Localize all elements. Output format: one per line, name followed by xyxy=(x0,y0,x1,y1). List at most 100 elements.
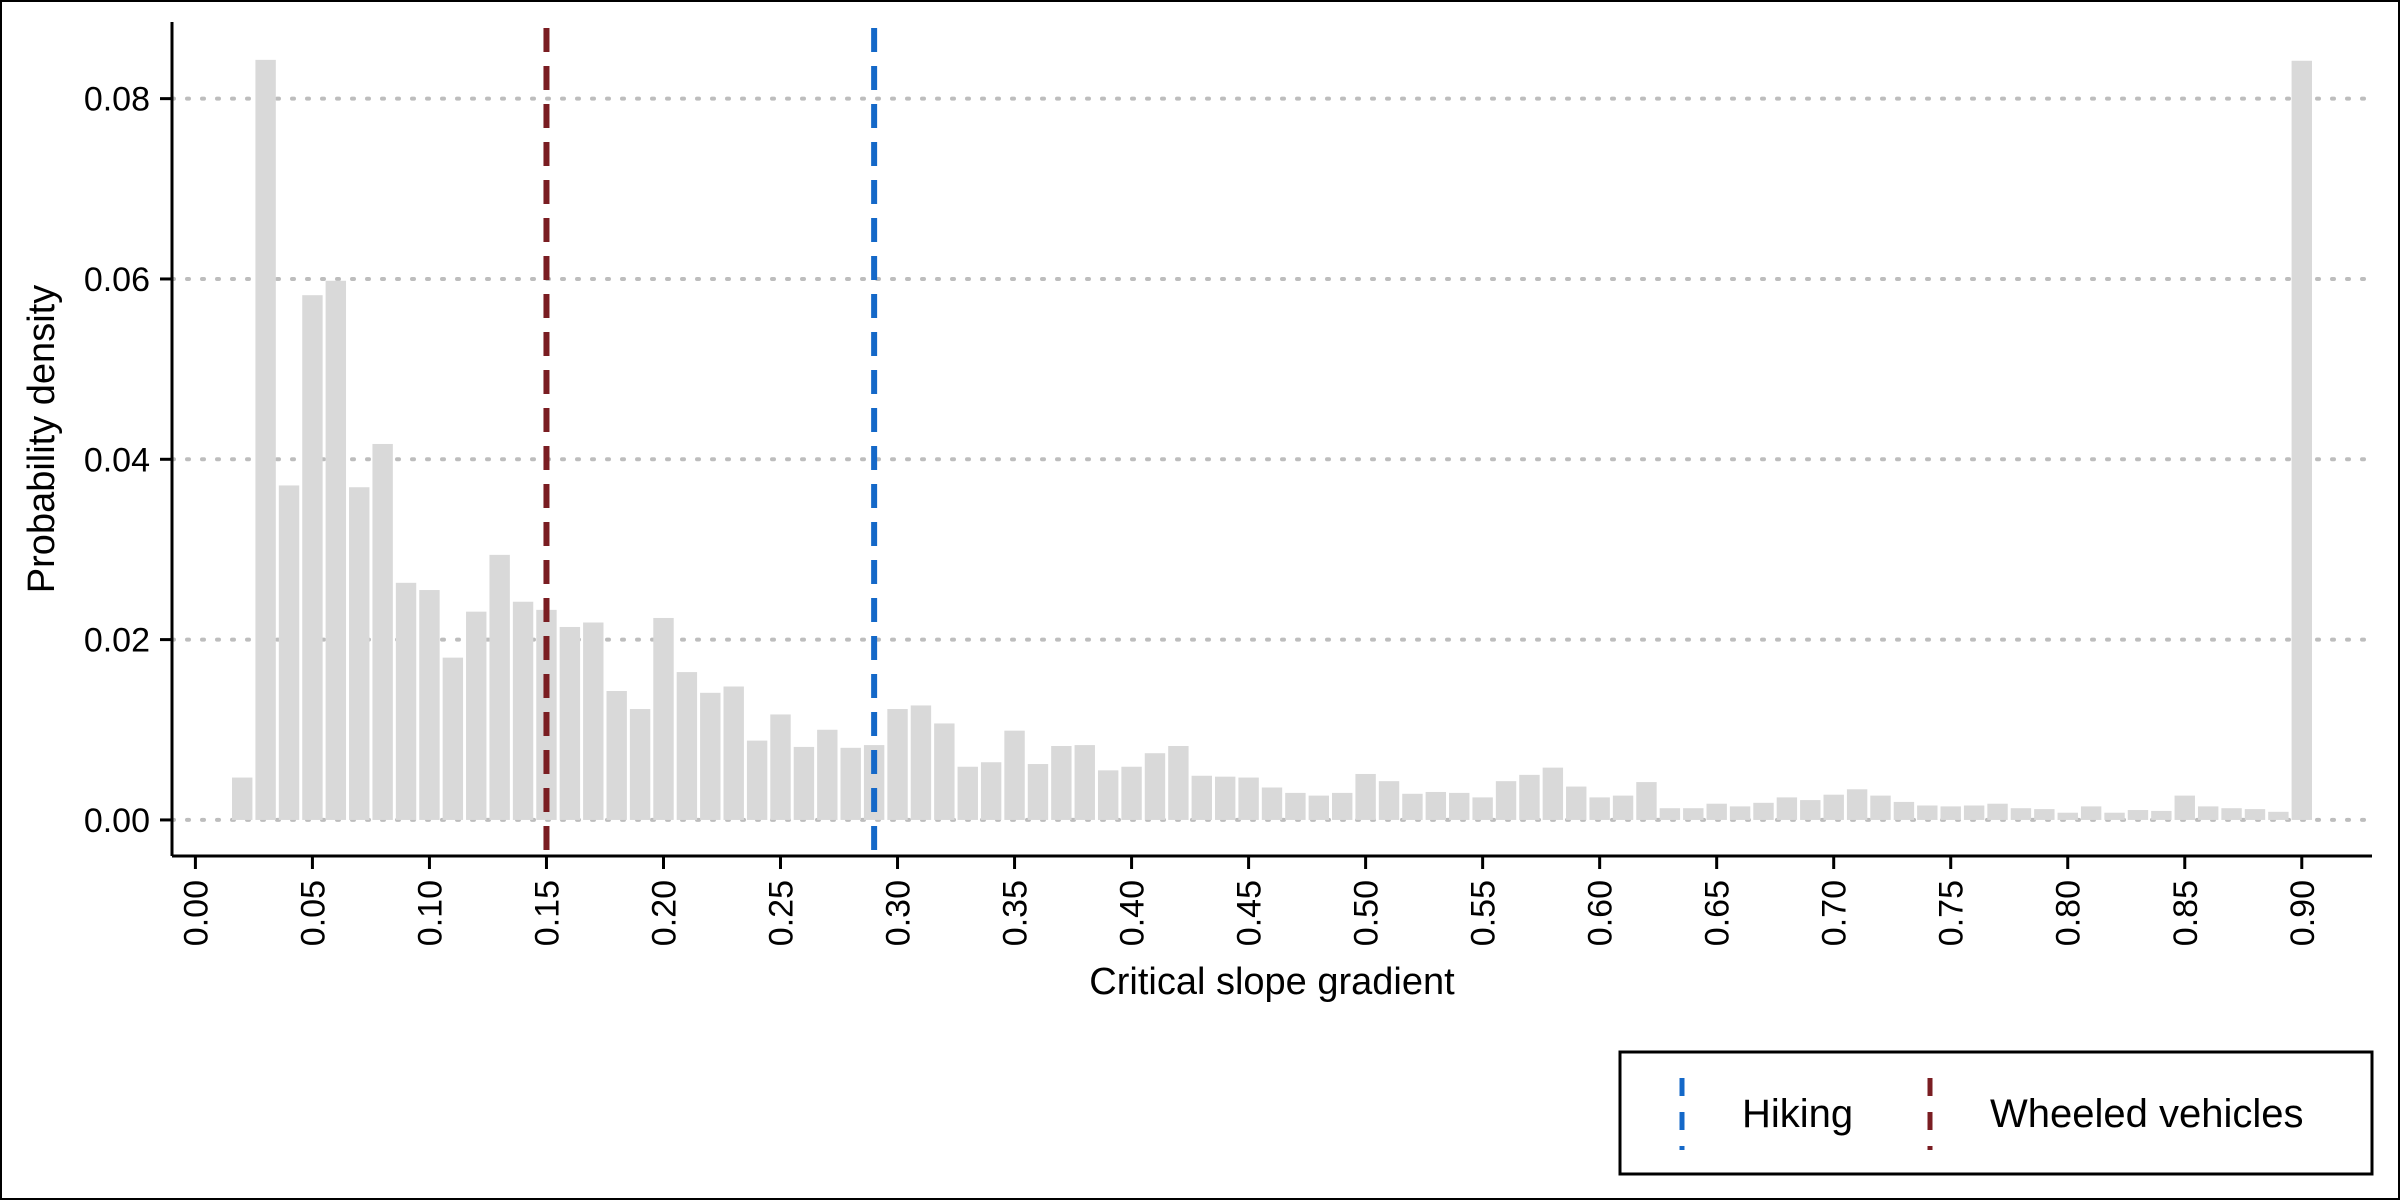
histogram-bar xyxy=(1495,781,1517,820)
histogram-bar xyxy=(1168,746,1189,820)
y-tick-label: 0.08 xyxy=(84,81,150,119)
histogram-bar xyxy=(1846,789,1868,820)
histogram-bar xyxy=(1051,746,1072,820)
histogram-bar xyxy=(278,485,300,820)
x-tick-label: 0.30 xyxy=(880,880,918,946)
x-tick-label: 0.10 xyxy=(411,880,449,946)
histogram-bar xyxy=(723,686,744,820)
legend-box xyxy=(1618,1050,2374,1176)
histogram-bar xyxy=(1566,786,1587,820)
x-tick-label: 0.55 xyxy=(1465,880,1503,946)
histogram-bar xyxy=(372,443,393,820)
histogram-bar xyxy=(1214,776,1236,820)
histogram-bar xyxy=(863,745,885,820)
histogram-bar xyxy=(957,766,978,820)
y-axis-title: Probability density xyxy=(21,285,63,593)
histogram-bar xyxy=(559,626,581,820)
histogram-bar xyxy=(2080,806,2102,820)
x-tick-label: 0.40 xyxy=(1114,880,1152,946)
histogram-bar xyxy=(2034,809,2055,820)
histogram-bar xyxy=(700,692,721,820)
histogram-bar xyxy=(606,691,627,820)
histogram-bar xyxy=(1542,767,1564,820)
histogram-bar xyxy=(1870,795,1891,820)
histogram-bar xyxy=(2268,811,2289,820)
legend: Hiking Wheeled vehicles xyxy=(1618,1050,2374,1176)
histogram-bar xyxy=(1753,802,1774,820)
x-tick-label: 0.65 xyxy=(1699,880,1737,946)
legend-label-hiking: Hiking xyxy=(1742,1092,1853,1136)
histogram-bar xyxy=(2010,808,2032,820)
histogram-bar xyxy=(1027,764,1049,820)
histogram-bar xyxy=(1332,792,1353,820)
histogram-bar xyxy=(466,611,487,820)
histogram-bar xyxy=(583,622,604,820)
histogram-bar xyxy=(1285,792,1306,820)
histogram-bar xyxy=(419,590,440,820)
reference-lines xyxy=(543,28,878,854)
y-tick-label: 0.02 xyxy=(84,622,150,660)
x-tick-label: 0.25 xyxy=(763,880,801,946)
bars xyxy=(232,59,2312,820)
histogram-bar xyxy=(2197,806,2219,820)
histogram-bar xyxy=(1659,808,1681,820)
histogram-bar xyxy=(512,601,534,820)
histogram-bar xyxy=(302,295,323,820)
histogram-bar xyxy=(2221,808,2242,820)
histogram-bar xyxy=(1191,775,1212,820)
x-tick-label: 0.85 xyxy=(2167,880,2205,946)
histogram-bar xyxy=(2151,810,2172,820)
histogram-bar xyxy=(1940,806,1961,820)
histogram-bar xyxy=(887,709,908,820)
histogram-bar xyxy=(817,729,838,820)
histogram-bar xyxy=(1472,797,1493,820)
histogram-bar xyxy=(1261,787,1283,820)
histogram-bar xyxy=(2104,812,2125,820)
histogram-bar xyxy=(1893,801,1915,820)
histogram-bar xyxy=(395,582,417,820)
histogram-bar xyxy=(1589,797,1610,820)
histogram-bar xyxy=(1800,800,1821,820)
histogram-bar xyxy=(232,777,253,820)
x-tick-label: 0.75 xyxy=(1933,880,1971,946)
histogram-bar xyxy=(1612,795,1634,820)
x-tick-label: 0.15 xyxy=(528,880,566,946)
histogram-bar xyxy=(1004,730,1025,820)
x-tick-label: 0.90 xyxy=(2284,880,2322,946)
histogram-bar xyxy=(840,747,861,820)
histogram-bar xyxy=(1074,745,1095,820)
x-tick-label: 0.35 xyxy=(997,880,1035,946)
y-tick-label: 0.06 xyxy=(84,261,150,299)
histogram-bar xyxy=(349,487,370,820)
axes: 0.00 0.02 0.04 0.06 0.08 0.00 0.05 0.10 0.15 0.20… xyxy=(84,22,2372,946)
histogram-bar xyxy=(629,709,651,820)
histogram-bar xyxy=(2244,809,2266,820)
histogram-bar xyxy=(1706,803,1727,820)
histogram-bar xyxy=(1987,803,2008,820)
histogram-bar xyxy=(1425,791,1447,820)
histogram-bar xyxy=(255,59,276,820)
x-tick-label: 0.00 xyxy=(177,880,215,946)
y-tick-label: 0.04 xyxy=(84,441,150,479)
x-tick-label: 0.20 xyxy=(645,880,683,946)
histogram-bar xyxy=(934,723,955,820)
histogram-bar xyxy=(2127,810,2149,820)
histogram-bar xyxy=(1355,773,1376,820)
histogram-bar xyxy=(1683,808,1704,820)
histogram-bar xyxy=(2174,795,2195,820)
legend-label-wheeled-vehicles: Wheeled vehicles xyxy=(1990,1092,2304,1136)
y-tick-label: 0.00 xyxy=(84,802,150,840)
histogram-bar xyxy=(1121,766,1142,820)
histogram-bar xyxy=(1308,795,1330,820)
histogram-bar xyxy=(1917,805,1938,820)
histogram-bar xyxy=(1729,806,1751,820)
histogram-bar xyxy=(1519,774,1540,820)
histogram-bar xyxy=(1963,805,1985,820)
histogram-bar xyxy=(1378,781,1400,820)
histogram-bar xyxy=(1449,792,1470,820)
x-tick-label: 0.80 xyxy=(2050,880,2088,946)
histogram-bar xyxy=(1776,797,1798,820)
histogram-bar xyxy=(1402,793,1423,820)
histogram-bar xyxy=(1097,770,1119,820)
